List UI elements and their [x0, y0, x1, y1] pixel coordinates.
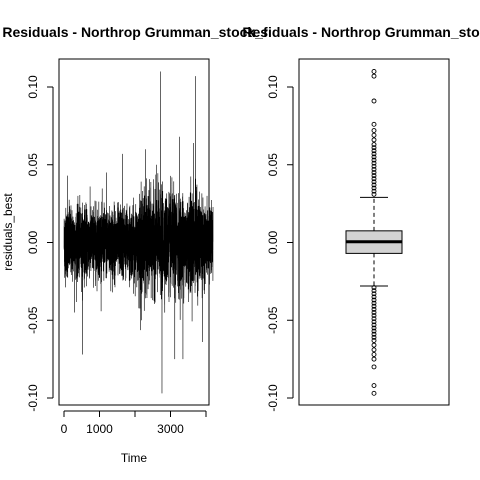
boxplot-panel: -0.10 -0.05 0.00 0.05 0.10	[266, 58, 450, 412]
left-x-axis-label: Time	[121, 451, 148, 465]
outlier-point	[371, 121, 377, 127]
outlier-point	[371, 319, 377, 325]
outlier-point	[371, 173, 377, 179]
left-y-axis: -0.10 -0.05 0.00 0.05 0.10	[26, 75, 54, 412]
outlier-point	[371, 338, 377, 343]
outlier-point	[371, 68, 377, 74]
y-tick-label: -0.10	[26, 384, 40, 412]
left-y-axis-label: residuals_best	[1, 193, 15, 271]
y-tick-label: 0.00	[26, 230, 40, 254]
outlier-point	[371, 157, 377, 163]
residual-line	[63, 71, 214, 394]
outlier-point	[371, 182, 377, 188]
x-tick-label: 1000	[86, 422, 113, 436]
y-tick-label: 0.00	[266, 230, 280, 254]
outlier-point	[371, 328, 377, 334]
left-x-axis: 0 1000 3000	[61, 410, 207, 436]
outlier-point	[371, 132, 377, 138]
y-tick-label: -0.05	[266, 306, 280, 334]
y-tick-label: 0.10	[266, 75, 280, 99]
outlier-point	[371, 151, 377, 157]
outlier-point	[371, 347, 377, 353]
right-y-axis: -0.10 -0.05 0.00 0.05 0.10	[266, 75, 294, 412]
outlier-point	[371, 334, 377, 340]
outlier-point	[371, 148, 377, 154]
outlier-point	[371, 154, 377, 160]
outlier-point	[371, 288, 377, 294]
outlier-point	[371, 306, 377, 312]
outlier-point	[371, 160, 377, 166]
outlier-point	[371, 310, 377, 315]
outlier-point	[371, 179, 377, 185]
y-tick-label: 0.05	[266, 153, 280, 177]
x-tick-label: 0	[61, 422, 68, 436]
outlier-point	[371, 170, 377, 175]
outlier-point	[371, 98, 377, 104]
outlier-point	[371, 303, 377, 309]
right-chart-title: Residuals - Northrop Grumman_stock_f	[242, 24, 480, 40]
outlier-point	[371, 313, 377, 319]
outlier-point	[371, 325, 377, 331]
left-chart-title: Residuals - Northrop Grumman_stock_f	[2, 24, 268, 40]
y-tick-label: -0.10	[266, 384, 280, 412]
outlier-point	[371, 356, 377, 362]
outlier-point	[371, 316, 377, 322]
outlier-point	[371, 166, 377, 172]
boxplot	[345, 68, 403, 396]
outlier-point	[371, 294, 377, 300]
outlier-point	[371, 185, 377, 191]
outlier-point	[371, 73, 377, 79]
outlier-point	[371, 145, 377, 151]
outlier-point	[371, 285, 377, 291]
outlier-point	[371, 188, 377, 194]
outlier-point	[371, 383, 377, 389]
residual-series	[63, 71, 214, 394]
outlier-point	[371, 137, 377, 143]
right-plot-frame	[298, 58, 450, 406]
x-tick-label: 3000	[157, 422, 184, 436]
y-tick-label: 0.05	[26, 153, 40, 177]
outlier-point	[371, 364, 377, 370]
outlier-point	[371, 291, 377, 297]
outlier-point	[371, 191, 377, 197]
outlier-point	[371, 342, 377, 348]
time-series-panel: -0.10 -0.05 0.00 0.05 0.10 0 1000 3000 Time re…	[1, 58, 214, 465]
outlier-point	[371, 176, 377, 182]
y-tick-label: 0.10	[26, 75, 40, 99]
outlier-point	[371, 128, 377, 133]
outlier-point	[371, 163, 377, 169]
outlier-point	[371, 300, 377, 306]
outlier-point	[371, 142, 377, 147]
outlier-point	[371, 390, 377, 396]
outlier-point	[371, 331, 377, 337]
y-tick-label: -0.05	[26, 306, 40, 334]
outlier-point	[371, 352, 377, 357]
outlier-point	[371, 297, 377, 303]
outlier-point	[371, 322, 377, 328]
